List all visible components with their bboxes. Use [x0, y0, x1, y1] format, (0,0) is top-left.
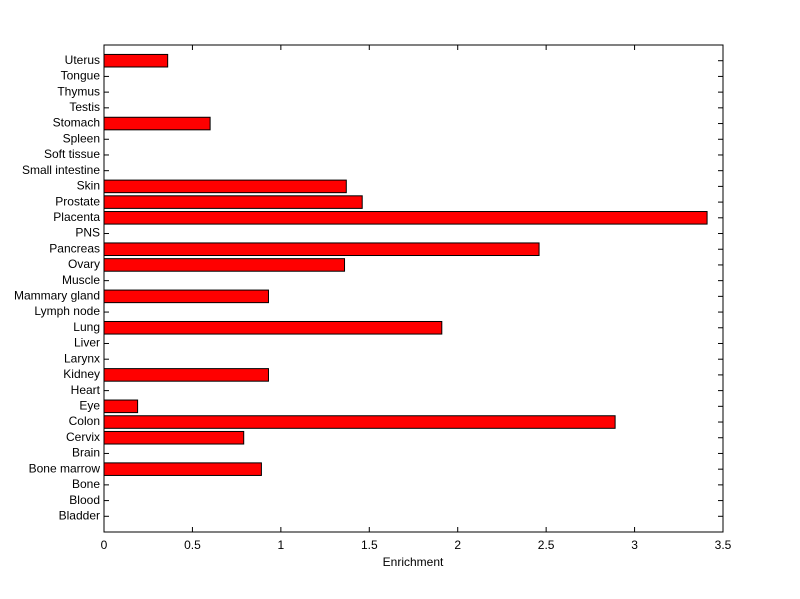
y-tick-label: Brain [72, 446, 100, 460]
x-tick-label: 3 [631, 538, 638, 552]
y-tick-label: Skin [77, 179, 100, 193]
bar [103, 399, 139, 414]
bar [103, 320, 443, 335]
x-tick-label: 1 [278, 538, 285, 552]
x-tick-label: 1.5 [361, 538, 378, 552]
y-tick-label: Testis [69, 100, 100, 114]
y-tick-label: Spleen [63, 131, 100, 145]
x-axis-label: Enrichment [383, 555, 444, 569]
y-tick-label: Ovary [68, 257, 100, 271]
bar [103, 289, 269, 304]
y-tick-label: Larynx [64, 351, 100, 365]
bar [103, 179, 347, 194]
x-tick-label: 0.5 [184, 538, 201, 552]
bar [103, 211, 708, 225]
y-tick-label: Small intestine [22, 163, 100, 177]
y-tick-label: Placenta [53, 210, 100, 224]
y-tick-label: Colon [69, 414, 100, 428]
y-tick-label: Blood [69, 493, 100, 507]
x-tick-label: 3.5 [715, 538, 732, 552]
x-tick-label: 2 [454, 538, 461, 552]
y-tick-label: Tongue [61, 69, 101, 83]
y-tick-label: Stomach [53, 116, 100, 130]
y-tick-label: Heart [71, 383, 101, 397]
bar [103, 116, 211, 131]
bar [103, 415, 616, 429]
y-tick-label: Prostate [55, 194, 100, 208]
y-tick-label: Soft tissue [44, 147, 100, 161]
y-tick-label: Mammary gland [14, 289, 100, 303]
y-tick-label: Liver [74, 336, 100, 350]
bar [103, 430, 245, 445]
y-tick-label: Lung [73, 320, 100, 334]
y-tick-label: Eye [79, 398, 100, 412]
y-tick-label: Bone marrow [29, 461, 101, 475]
bar [103, 368, 269, 382]
y-tick-label: Lymph node [34, 304, 100, 318]
y-tick-label: Cervix [66, 430, 100, 444]
bar [103, 462, 262, 476]
x-tick-label: 2.5 [538, 538, 555, 552]
x-tick-label: 0 [101, 538, 108, 552]
y-tick-label: Thymus [57, 84, 100, 98]
y-tick-label: Uterus [65, 53, 100, 67]
y-tick-label: PNS [75, 226, 100, 240]
y-tick-label: Kidney [63, 367, 100, 381]
y-tick-label: Bone [72, 477, 100, 491]
bar [103, 195, 363, 209]
bar [103, 242, 540, 257]
y-tick-label: Bladder [59, 508, 100, 522]
bar [103, 53, 169, 68]
y-tick-label: Muscle [62, 273, 100, 287]
plot-frame [103, 44, 724, 533]
y-tick-label: Pancreas [49, 241, 100, 255]
bar [103, 258, 346, 272]
